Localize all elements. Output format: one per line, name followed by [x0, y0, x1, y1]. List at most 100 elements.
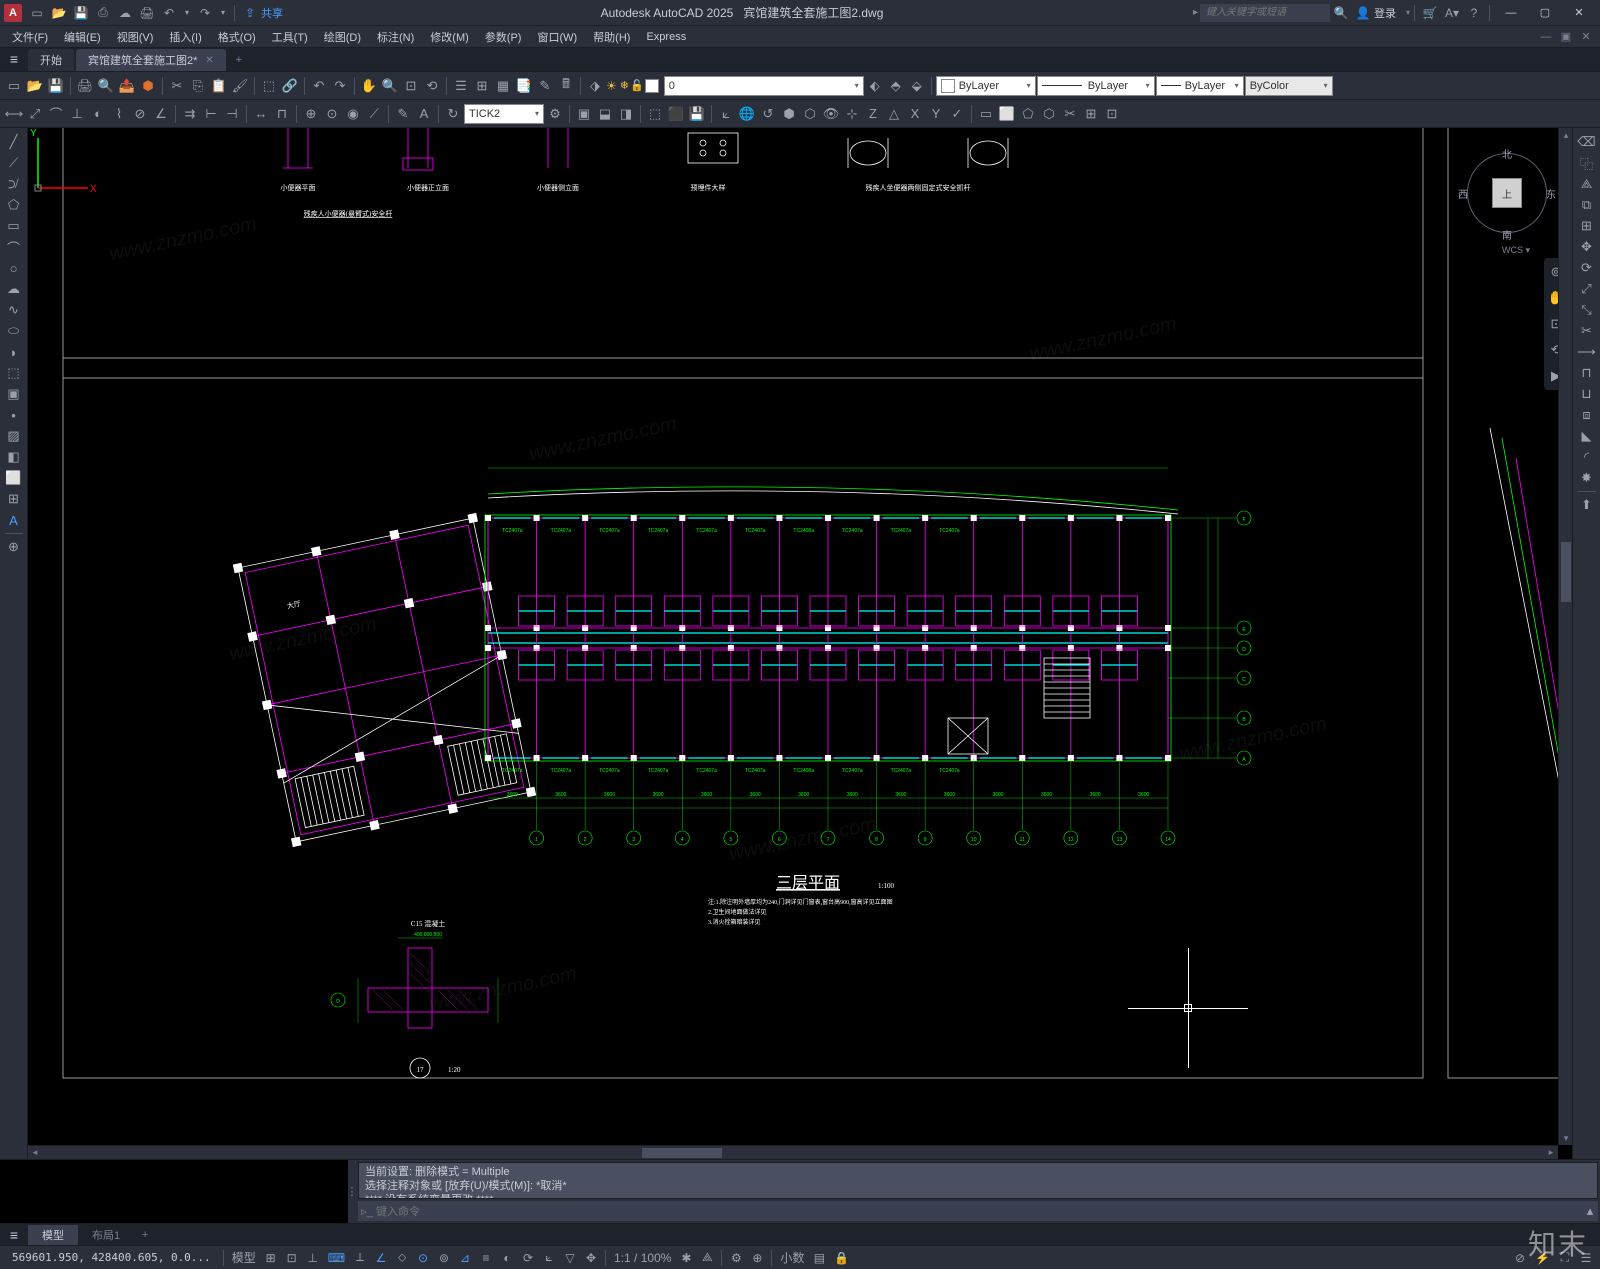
plotstyle-dropdown[interactable]: ByColor▾ — [1245, 76, 1333, 96]
vertical-scrollbar[interactable]: ▴ ▾ — [1558, 128, 1572, 1145]
menu-parametric[interactable]: 参数(P) — [477, 27, 530, 47]
model-space-button[interactable]: 模型 — [228, 1248, 260, 1268]
win-tile-h-icon[interactable]: ⬓ — [595, 104, 615, 124]
calc-icon[interactable]: 🖩 — [556, 76, 576, 96]
addsel-icon[interactable]: ⊕ — [4, 537, 24, 557]
scroll-right-icon[interactable]: ▸ — [1544, 1146, 1558, 1160]
command-input[interactable] — [376, 1205, 1582, 1218]
ucs-y-icon[interactable]: Y — [926, 104, 946, 124]
win-tile-v-icon[interactable]: ◨ — [616, 104, 636, 124]
qat-undo-dd-icon[interactable]: ▾ — [182, 4, 192, 22]
viewcube-east[interactable]: 东 — [1546, 186, 1556, 201]
offset-icon[interactable]: ⧉ — [1577, 195, 1597, 215]
annotation-scale-button[interactable]: 1:1 / 100% — [610, 1248, 675, 1268]
viewcube-top[interactable]: 上 — [1492, 178, 1522, 208]
scroll-down-icon[interactable]: ▾ — [1559, 1131, 1572, 1145]
ortho-toggle-icon[interactable]: ⟂ — [350, 1248, 370, 1268]
qat-plot-icon[interactable]: 🖨 — [138, 4, 156, 22]
color-dropdown[interactable]: ByLayer▾ — [936, 76, 1036, 96]
lock-ui-icon[interactable]: 🔒 — [830, 1248, 853, 1268]
app-badge[interactable]: A — [4, 4, 22, 22]
login-label[interactable]: 登录 — [1374, 5, 1396, 21]
transparency-icon[interactable]: ◐ — [497, 1248, 517, 1268]
polygon-icon[interactable]: ⬠ — [4, 195, 24, 215]
mirror-icon[interactable]: ⟁ — [1577, 174, 1597, 194]
new-icon[interactable]: ▭ — [4, 76, 24, 96]
gradient-icon[interactable]: ◧ — [4, 447, 24, 467]
menu-format[interactable]: 格式(O) — [210, 27, 264, 47]
scroll-up-icon[interactable]: ▴ — [1559, 128, 1572, 142]
gizmo-icon[interactable]: ✥ — [581, 1248, 601, 1268]
dim-tedit-icon[interactable]: A — [414, 104, 434, 124]
inspect-icon[interactable]: ◉ — [343, 104, 363, 124]
new-tab-button[interactable]: + — [228, 49, 250, 71]
mdi-minimize-button[interactable]: — — [1536, 28, 1556, 46]
units-label[interactable]: 小数 — [776, 1248, 808, 1268]
save-icon[interactable]: 💾 — [46, 76, 66, 96]
ucs-obj-icon[interactable]: ⬡ — [800, 104, 820, 124]
customize-icon[interactable]: ☰ — [1576, 1248, 1596, 1268]
layer-dropdown[interactable]: 0▾ — [664, 76, 864, 96]
paste-icon[interactable]: 📋 — [209, 76, 229, 96]
zoom-win-icon[interactable]: ⊡ — [401, 76, 421, 96]
infer-toggle-icon[interactable]: ⊥ — [303, 1248, 323, 1268]
lineweight-dropdown[interactable]: ByLayer▾ — [1156, 76, 1244, 96]
dim-ordinate-icon[interactable]: ⊥ — [67, 104, 87, 124]
ucs-icon-btn[interactable]: ⟀ — [716, 104, 736, 124]
extend-icon[interactable]: ⟶ — [1577, 342, 1597, 362]
array-icon[interactable]: ⊞ — [1577, 216, 1597, 236]
dim-linear-icon[interactable]: ⟷ — [4, 104, 24, 124]
menu-modify[interactable]: 修改(M) — [422, 27, 477, 47]
menu-draw[interactable]: 绘图(D) — [316, 27, 369, 47]
ucs-origin-icon[interactable]: ⊹ — [842, 104, 862, 124]
jog-linear-icon[interactable]: ⟋ — [364, 104, 384, 124]
wcs-label[interactable]: WCS ▾ — [1502, 245, 1530, 256]
workspace-switch-icon[interactable]: ⚙ — [726, 1248, 746, 1268]
viewcube-west[interactable]: 西 — [1458, 186, 1468, 201]
copy-icon[interactable]: ⎘ — [188, 76, 208, 96]
vscroll-thumb[interactable] — [1561, 542, 1571, 602]
properties-icon[interactable]: ☰ — [451, 76, 471, 96]
ref-close-icon[interactable]: ⬛ — [666, 104, 686, 124]
ucs-x-icon[interactable]: X — [905, 104, 925, 124]
revcloud-icon[interactable]: ☁ — [4, 279, 24, 299]
chamfer-icon[interactable]: ◣ — [1577, 426, 1597, 446]
match-icon[interactable]: 🖌 — [230, 76, 250, 96]
tab-layout1[interactable]: 布局1 — [78, 1225, 134, 1245]
ucs-prev-icon[interactable]: ↺ — [758, 104, 778, 124]
pline-icon[interactable]: ⟉ — [4, 174, 24, 194]
dim-angular-icon[interactable]: ∠ — [151, 104, 171, 124]
hatch2-icon[interactable]: ▨ — [4, 426, 24, 446]
layout-menu-icon[interactable]: ≡ — [0, 1223, 28, 1247]
design-center-icon[interactable]: ⊞ — [472, 76, 492, 96]
move-icon[interactable]: ✥ — [1577, 237, 1597, 257]
layer-state-icon[interactable]: ⬘ — [886, 76, 906, 96]
insert-icon[interactable]: ⬚ — [4, 363, 24, 383]
osnap-toggle-icon[interactable]: ⊙ — [413, 1248, 433, 1268]
zoom-rt-icon[interactable]: 🔍 — [380, 76, 400, 96]
vp-join-icon[interactable]: ⊞ — [1081, 104, 1101, 124]
selection-filter-icon[interactable]: ▽ — [560, 1248, 580, 1268]
viewcube-north[interactable]: 北 — [1502, 146, 1512, 161]
scale-icon[interactable]: ⤢ — [1577, 279, 1597, 299]
help-icon[interactable]: ? — [1465, 4, 1483, 22]
preview-icon[interactable]: 🔍 — [96, 76, 116, 96]
horizontal-scrollbar[interactable]: ◂ ▸ — [28, 1145, 1558, 1159]
iso-draft-icon[interactable]: ⬦ — [392, 1248, 412, 1268]
ucs-face-icon[interactable]: ⬢ — [779, 104, 799, 124]
scroll-left-icon[interactable]: ◂ — [28, 1146, 42, 1160]
layer-iso-icon[interactable]: ⬙ — [907, 76, 927, 96]
mtext-icon[interactable]: A — [4, 510, 24, 530]
vp-poly-icon[interactable]: ⬠ — [1018, 104, 1038, 124]
selection-cycling-icon[interactable]: ⟳ — [518, 1248, 538, 1268]
xref-icon[interactable]: 🔗 — [280, 76, 300, 96]
qat-share-icon[interactable]: ⇪ — [241, 4, 259, 22]
undo2-icon[interactable]: ↶ — [309, 76, 329, 96]
ref-save-icon[interactable]: 💾 — [687, 104, 707, 124]
user-icon[interactable]: 👤 — [1354, 4, 1372, 22]
xline-icon[interactable]: ⟋ — [4, 153, 24, 173]
dynamic-input-icon[interactable]: ⌨ — [324, 1248, 349, 1268]
polar-toggle-icon[interactable]: ∠ — [371, 1248, 391, 1268]
dim-arc-icon[interactable]: ⌒ — [46, 104, 66, 124]
hscroll-thumb[interactable] — [642, 1148, 722, 1158]
